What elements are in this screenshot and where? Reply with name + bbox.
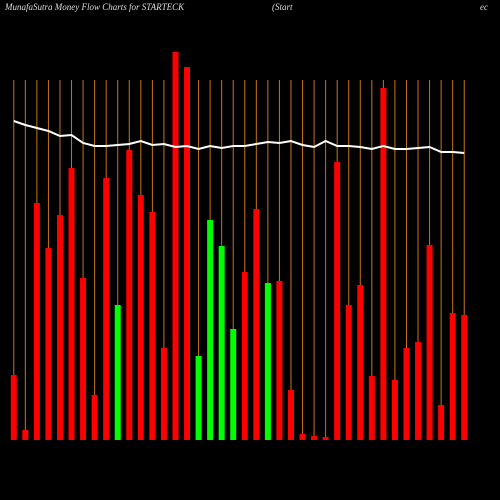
bar [287, 390, 294, 440]
bar [10, 375, 17, 440]
bar [91, 395, 98, 440]
bar [184, 67, 191, 440]
bar [230, 329, 237, 440]
bar [380, 88, 387, 440]
bar [449, 313, 456, 440]
bar [415, 342, 422, 440]
bar [114, 305, 121, 440]
bar [22, 430, 29, 440]
chart-title: MunafaSutra Money Flow Charts for STARTE… [4, 2, 185, 12]
bar [207, 220, 214, 440]
bar [368, 376, 375, 440]
flow-line [13, 120, 465, 154]
bar [276, 281, 283, 440]
bar [264, 283, 271, 440]
chart-subtitle: (Start [272, 2, 293, 12]
bar [172, 52, 179, 440]
chart-subtitle: ec [480, 2, 488, 12]
bar [241, 272, 248, 440]
bar [149, 212, 156, 440]
bar [311, 436, 318, 440]
bar [45, 248, 52, 440]
bar [299, 434, 306, 440]
bar [345, 305, 352, 440]
bar [195, 356, 202, 440]
bar [403, 348, 410, 440]
bar [461, 315, 468, 440]
bar [334, 162, 341, 440]
bar [438, 405, 445, 440]
bar [56, 215, 63, 440]
bar [160, 348, 167, 440]
bar [137, 195, 144, 440]
bar [80, 278, 87, 440]
bar [218, 246, 225, 440]
bar [253, 209, 260, 440]
bar [426, 245, 433, 440]
bar [103, 178, 110, 440]
bar [357, 285, 364, 440]
bar [68, 168, 75, 440]
bar [33, 203, 40, 440]
bar [322, 437, 329, 440]
bar [126, 150, 133, 440]
bar [391, 380, 398, 440]
